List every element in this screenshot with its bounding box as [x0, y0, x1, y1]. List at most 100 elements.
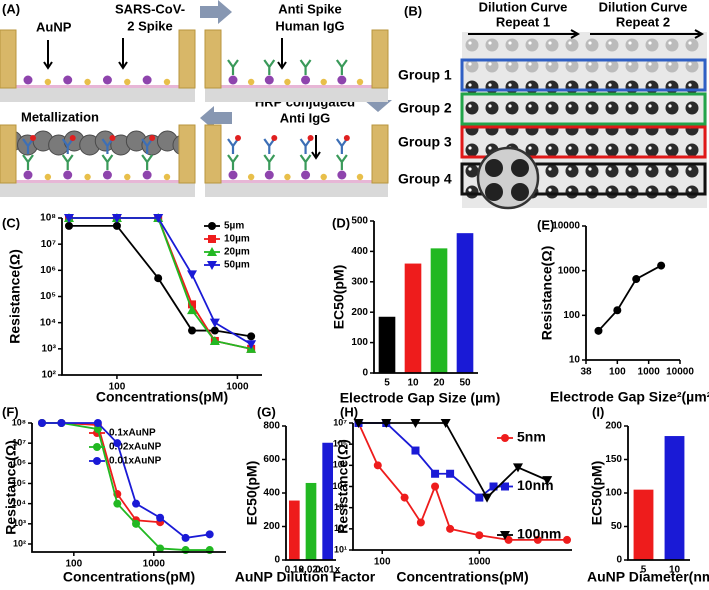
well-shine	[648, 167, 652, 171]
aunp	[247, 173, 255, 181]
marker	[431, 469, 440, 478]
antibody	[101, 154, 114, 170]
well	[545, 101, 559, 115]
aunp	[124, 173, 131, 181]
well	[525, 59, 539, 73]
marker	[93, 425, 102, 434]
y-tick-label: 10⁷	[41, 239, 56, 250]
arrow	[200, 0, 232, 24]
y-axis-label: Resistance(Ω)	[3, 440, 19, 534]
well-shine	[668, 41, 672, 45]
antibody	[141, 154, 154, 170]
layer	[0, 85, 195, 88]
marker	[187, 270, 198, 280]
well	[605, 80, 619, 94]
hrp-label: Anti IgG	[280, 110, 331, 125]
well	[665, 38, 679, 52]
spike	[23, 75, 33, 85]
well	[585, 59, 599, 73]
aunp	[124, 78, 131, 86]
axes	[585, 226, 680, 361]
panel-label: (I)	[592, 404, 604, 419]
chart: (H) 10¹ 10² 10³ 10⁴ 10⁵ 10⁶ 10⁷ Resistance(Ω) Con…	[333, 404, 572, 585]
spike-label: 2 Spike	[127, 18, 173, 33]
legend-marker	[500, 531, 510, 540]
y-tick-label: 400	[263, 488, 280, 499]
well	[645, 59, 659, 73]
y-tick-label: 0	[362, 368, 368, 379]
x-tick-label: 10	[407, 378, 419, 389]
antibody	[263, 154, 276, 170]
well-shine	[628, 167, 632, 171]
x-tick-label: 100	[65, 559, 82, 570]
well-shine	[488, 104, 492, 108]
well-shine	[608, 62, 612, 66]
chart: (I) 0 50 100 150 200 EC50(pM) AuNP Diameter(nm)…	[587, 404, 709, 584]
x-tick-label: 0.1x	[285, 565, 305, 576]
layer	[205, 85, 388, 88]
spike	[228, 170, 238, 180]
aunp	[163, 78, 171, 86]
antibody	[299, 154, 312, 170]
well-shine	[548, 41, 552, 45]
spike	[301, 170, 311, 180]
column-header: Dilution Curve	[479, 0, 568, 14]
antibody	[227, 154, 239, 170]
well-shine	[568, 167, 572, 171]
spike	[264, 75, 274, 85]
group-box	[460, 162, 707, 196]
marker	[111, 214, 122, 223]
well-shine	[568, 62, 572, 66]
legend-label: 50µm	[224, 260, 250, 271]
marker	[113, 439, 122, 448]
well-shine	[628, 83, 632, 87]
y-tick-label: 600	[263, 454, 280, 465]
group-box	[460, 92, 707, 126]
chart: (D) 0 100 200 300 400 500 EC50(pM) Electrode Gap…	[331, 215, 501, 405]
marker	[246, 340, 257, 350]
y-tick-label: 100	[563, 310, 580, 321]
well-shine	[468, 62, 472, 66]
y-tick-label: 10	[569, 355, 581, 366]
electrode	[178, 29, 196, 89]
well-shine	[588, 188, 592, 192]
well	[565, 101, 579, 115]
legend-marker	[93, 443, 101, 451]
pointer	[118, 38, 128, 70]
well-shine	[568, 146, 572, 150]
well-shine	[688, 104, 692, 108]
hrp	[149, 135, 156, 141]
well	[665, 59, 679, 73]
well	[565, 164, 579, 178]
well	[665, 164, 679, 178]
marker	[475, 493, 484, 502]
hrp	[307, 135, 314, 141]
marker	[400, 493, 409, 502]
group-label: Group 1	[398, 67, 452, 83]
well-shine	[468, 41, 472, 45]
x-axis-label: Concentrations(pM)	[63, 569, 195, 585]
antibody	[61, 154, 74, 170]
marker	[209, 318, 220, 328]
panel-b: (B) Dilution Curve Repeat 1 Dilution Cur…	[398, 0, 707, 210]
marker	[504, 535, 513, 544]
panel-a: (A) AuNP SARS-CoV- 2 Spike Anti Spike Hu…	[0, 0, 392, 197]
header-arrow	[468, 29, 581, 39]
well-shine	[648, 62, 652, 66]
group-box	[460, 125, 707, 159]
well-zoom	[485, 159, 503, 177]
marker	[446, 524, 455, 533]
x-tick-label: 10	[669, 565, 681, 576]
well-shine	[508, 62, 512, 66]
antibody	[22, 154, 34, 170]
well	[565, 59, 579, 73]
marker	[489, 482, 498, 491]
marker	[563, 535, 572, 544]
well-shine	[608, 146, 612, 150]
bar	[430, 248, 448, 373]
well	[605, 59, 619, 73]
y-tick-label: 10⁷	[333, 417, 347, 427]
well-shine	[688, 83, 692, 87]
well	[565, 80, 579, 94]
spike-label: SARS-CoV-	[115, 1, 185, 16]
